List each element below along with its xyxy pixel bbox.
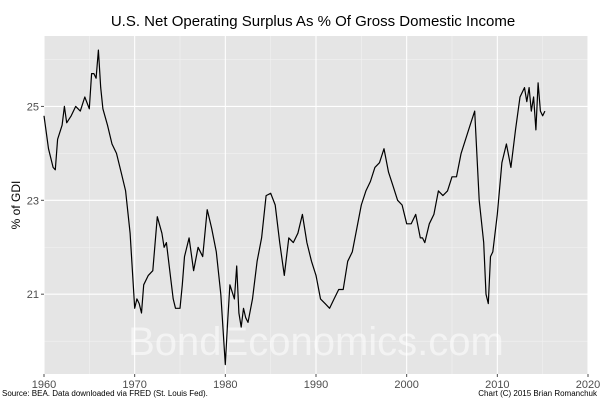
y-tick-label: 25 bbox=[27, 101, 39, 113]
grid bbox=[43, 36, 589, 374]
x-tick-label: 1970 bbox=[122, 379, 146, 391]
x-tick-label: 2020 bbox=[576, 379, 600, 391]
x-tick-label: 2000 bbox=[394, 379, 418, 391]
y-tick-label: 21 bbox=[27, 289, 39, 301]
footnote-source: Source: BEA. Data downloaded via FRED (S… bbox=[2, 389, 208, 398]
x-tick-label: 1960 bbox=[32, 379, 56, 391]
series-line bbox=[43, 49, 546, 366]
y-axis-label: % of GDI bbox=[9, 181, 23, 230]
chart-title: U.S. Net Operating Surplus As % Of Gross… bbox=[111, 13, 515, 30]
x-tick-label: 2010 bbox=[485, 379, 509, 391]
y-tick-label: 23 bbox=[27, 195, 39, 207]
x-tick-label: 1990 bbox=[304, 379, 328, 391]
x-tick-label: 1980 bbox=[213, 379, 237, 391]
axes: 1960 1970 1980 1990 2000 2010 2020 21 23 25 bbox=[27, 101, 600, 391]
watermark-text: BondEconomics.com bbox=[128, 320, 504, 364]
footnote-copyright: Chart (C) 2015 Brian Romanchuk bbox=[478, 389, 598, 398]
